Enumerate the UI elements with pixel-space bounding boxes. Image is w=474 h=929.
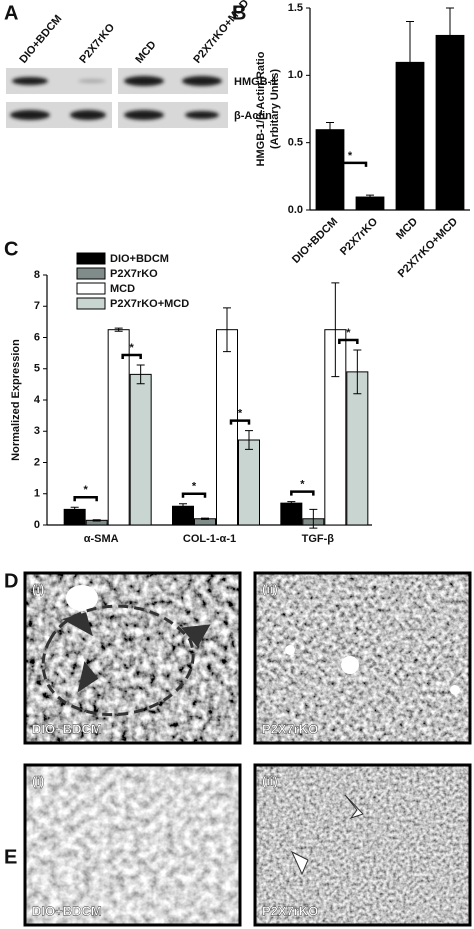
significance-bracket xyxy=(229,419,251,425)
micrograph-index: (i) xyxy=(32,773,44,788)
y-tick-label: 6 xyxy=(34,331,40,343)
significance-star: * xyxy=(130,342,135,354)
error-bar xyxy=(245,430,253,450)
y-tick-label: 1.0 xyxy=(288,69,303,81)
x-tick-label: P2X7rKO xyxy=(338,215,381,258)
micrograph-label: DIO+BDCM xyxy=(32,903,102,918)
lane-label: P2X7rKO xyxy=(77,21,117,66)
significance-star: * xyxy=(346,327,351,339)
lane-label: P2X7rKO+MCD xyxy=(191,0,251,66)
bar xyxy=(216,329,238,526)
error-bar xyxy=(353,349,362,395)
error-bar xyxy=(406,20,414,103)
legend-label: DIO+BDCM xyxy=(110,253,169,265)
bar xyxy=(107,329,130,526)
bar xyxy=(435,34,465,210)
panel-label: D xyxy=(4,570,18,592)
y-tick-label: 8 xyxy=(34,269,40,281)
bar xyxy=(346,371,369,526)
panel-label: E xyxy=(4,846,17,868)
error-bar xyxy=(366,194,374,199)
significance-bracket xyxy=(338,338,359,344)
micrograph-label: DIO+BDCM xyxy=(32,721,102,736)
bar xyxy=(315,129,345,210)
band-label: HMGB-1 xyxy=(234,76,277,88)
significance-bracket xyxy=(121,353,142,359)
y-axis-label: (Arbitary Units) xyxy=(269,69,281,149)
western-blot: HMGB-1 β-Actin DIO+BDCM P2X7rKO MCD P2X7… xyxy=(6,0,277,128)
micrograph: (ii) P2X7rKO xyxy=(253,571,472,745)
error-bar xyxy=(70,506,79,513)
significance-bracket xyxy=(181,492,207,498)
legend-label: P2X7rKO xyxy=(110,268,158,280)
x-tick-label: TGF-β xyxy=(302,533,335,545)
significance-star: * xyxy=(238,408,243,420)
panel-label: C xyxy=(4,238,18,260)
y-axis-label: Normalized Expression xyxy=(10,339,22,461)
y-tick-label: 4 xyxy=(34,394,41,406)
bar xyxy=(238,439,260,526)
significance-bracket xyxy=(73,495,98,502)
y-tick-label: 0.0 xyxy=(288,204,303,216)
y-tick-label: 0.5 xyxy=(288,137,303,149)
bar xyxy=(355,196,385,210)
x-tick-label: COL-1-α-1 xyxy=(183,533,236,545)
legend-swatch xyxy=(76,267,106,280)
error-bar xyxy=(287,501,296,506)
legend-label: MCD xyxy=(110,283,135,295)
y-tick-label: 1.5 xyxy=(288,2,303,14)
y-tick-label: 1 xyxy=(34,488,40,500)
error-bar xyxy=(326,121,334,137)
significance-bracket xyxy=(332,161,368,167)
significance-bracket xyxy=(290,490,315,496)
micrograph: (i) DIO+BDCM xyxy=(23,763,242,927)
error-bar xyxy=(92,519,101,522)
micrograph-label: P2X7rKO xyxy=(262,721,318,736)
legend-label: P2X7rKO+MCD xyxy=(110,298,189,310)
lane-label: DIO+BDCM xyxy=(17,13,64,66)
y-tick-label: 0 xyxy=(34,519,40,531)
lane-label: MCD xyxy=(133,39,158,66)
legend-swatch xyxy=(76,282,106,295)
micrograph: (ii) P2X7rKO xyxy=(253,763,472,927)
error-bar xyxy=(201,517,209,520)
panel-label: A xyxy=(4,2,18,24)
error-bar xyxy=(114,327,123,332)
significance-star: * xyxy=(348,150,353,162)
error-bar xyxy=(179,503,187,510)
y-tick-label: 5 xyxy=(34,363,40,375)
error-bar xyxy=(331,282,340,378)
error-bar xyxy=(309,508,318,529)
x-tick-label: DIO+BDCM xyxy=(290,216,340,266)
micrograph-index: (ii) xyxy=(262,581,278,596)
significance-star: * xyxy=(300,478,305,490)
error-bar xyxy=(136,364,145,385)
bar xyxy=(129,373,152,526)
error-bar xyxy=(446,7,454,63)
micrograph-index: (ii) xyxy=(262,773,278,788)
significance-star: * xyxy=(84,484,89,496)
micrograph-label: P2X7rKO xyxy=(262,903,318,918)
error-bar xyxy=(223,307,231,353)
legend-swatch xyxy=(76,252,106,265)
micrograph-index: (i) xyxy=(32,581,44,596)
band-label: β-Actin xyxy=(234,110,272,122)
significance-star: * xyxy=(192,481,197,493)
y-tick-label: 7 xyxy=(34,300,40,312)
y-tick-label: 3 xyxy=(34,425,40,437)
x-tick-label: α-SMA xyxy=(84,533,119,545)
y-tick-label: 2 xyxy=(34,456,40,468)
panel-label: B xyxy=(232,2,246,24)
micrograph: (i) DIO+BDCM xyxy=(23,571,242,745)
y-axis-label: HMGB-1/β-Actin Ratio xyxy=(255,51,267,166)
bar xyxy=(280,502,303,526)
legend-swatch xyxy=(76,297,106,310)
x-tick-label: MCD xyxy=(394,216,420,242)
